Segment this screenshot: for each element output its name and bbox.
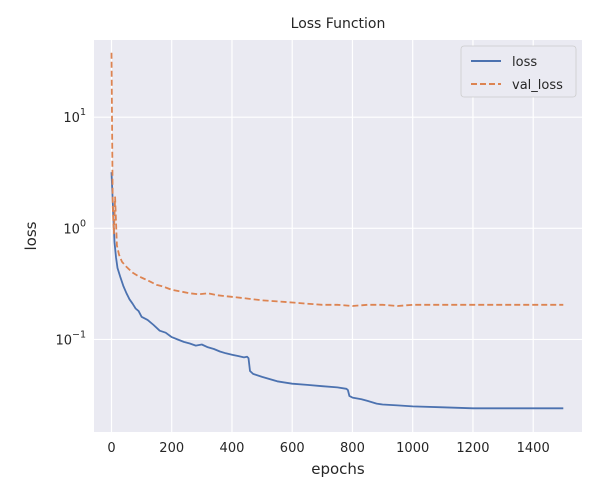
series-layer (110, 52, 564, 410)
x-tick-label: 400 (220, 441, 245, 456)
legend: loss val_loss (460, 45, 577, 98)
x-tick-label: 600 (280, 441, 305, 456)
x-tick-label: 1000 (396, 441, 429, 456)
y-tick-labels: 101 100 10−1 (55, 107, 86, 348)
plot-area (94, 40, 582, 432)
x-axis-label: epochs (311, 460, 365, 478)
y-axis-label: loss (22, 221, 40, 250)
x-tick-label: 1400 (517, 441, 550, 456)
y-tick-label: 101 (63, 107, 86, 126)
y-tick-label: 10−1 (55, 329, 86, 348)
series-line-val-loss (110, 52, 564, 307)
x-tick-labels: 0 200 400 600 800 1000 1200 1400 (107, 441, 549, 456)
legend-label-loss: loss (512, 55, 537, 70)
chart-title: Loss Function (291, 16, 386, 32)
x-tick-label: 0 (107, 441, 115, 456)
series-line-loss (110, 172, 564, 410)
legend-label-val-loss: val_loss (512, 78, 563, 93)
x-tick-label: 800 (340, 441, 365, 456)
x-tick-label: 1200 (456, 441, 489, 456)
y-tick-label: 100 (63, 218, 86, 237)
x-tick-label: 200 (159, 441, 184, 456)
